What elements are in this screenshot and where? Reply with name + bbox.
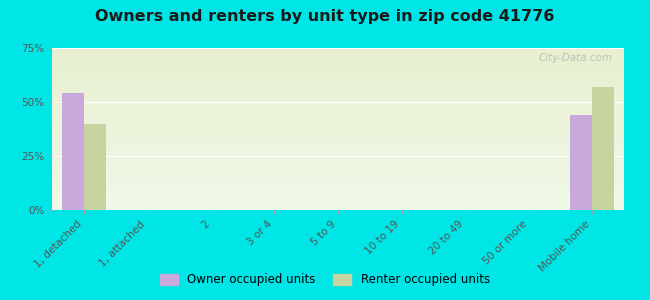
Bar <box>62 93 84 210</box>
Bar <box>570 115 592 210</box>
Text: City-Data.com: City-Data.com <box>538 53 612 63</box>
Legend: Owner occupied units, Renter occupied units: Owner occupied units, Renter occupied un… <box>155 269 495 291</box>
Text: Owners and renters by unit type in zip code 41776: Owners and renters by unit type in zip c… <box>96 9 554 24</box>
Bar <box>592 87 614 210</box>
Bar <box>84 124 106 210</box>
